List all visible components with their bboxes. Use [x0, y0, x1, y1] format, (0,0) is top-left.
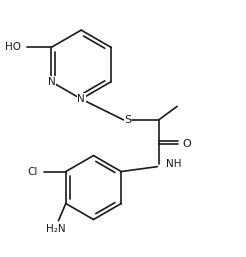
- Text: N: N: [77, 94, 85, 104]
- Text: H₂N: H₂N: [46, 224, 66, 234]
- Text: S: S: [124, 115, 132, 125]
- Text: O: O: [183, 140, 191, 150]
- Text: Cl: Cl: [27, 167, 38, 177]
- Text: N: N: [47, 77, 55, 87]
- Text: NH: NH: [166, 159, 182, 169]
- Text: HO: HO: [5, 42, 21, 52]
